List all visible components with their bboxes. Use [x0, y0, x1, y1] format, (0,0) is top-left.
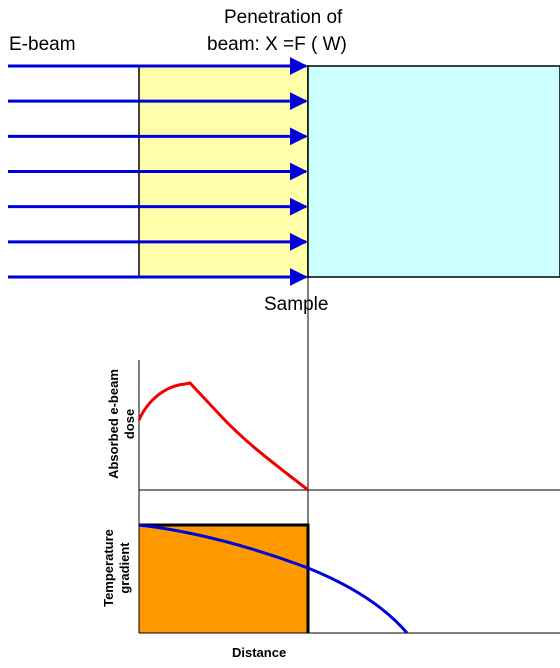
sample-label: Sample — [264, 294, 329, 315]
ebeam-label: E-beam — [9, 34, 76, 55]
absorbed-dose-label-line2: dose — [122, 408, 137, 440]
temperature-gradient-axis-label: Temperature gradient — [101, 508, 135, 628]
absorbed-dose-curve — [137, 381, 309, 492]
temperature-region-outline — [139, 523, 310, 633]
temperature-fill-region — [139, 525, 308, 633]
distance-axis-label: Distance — [232, 645, 287, 660]
sample-block — [307, 65, 560, 278]
temperature-label-line2: gradient — [117, 542, 132, 594]
temperature-label-line1: Temperature — [101, 529, 116, 607]
absorbed-dose-label-line1: Absorbed e-beam — [106, 369, 121, 479]
ebeam-arrows — [8, 57, 308, 286]
penetration-label-line2: beam: X =F ( W) — [207, 34, 347, 55]
temperature-gradient-curve — [138, 523, 409, 634]
penetration-label-line1: Penetration of — [224, 7, 343, 28]
absorbed-dose-axis-label: Absorbed e-beam dose — [106, 354, 140, 494]
